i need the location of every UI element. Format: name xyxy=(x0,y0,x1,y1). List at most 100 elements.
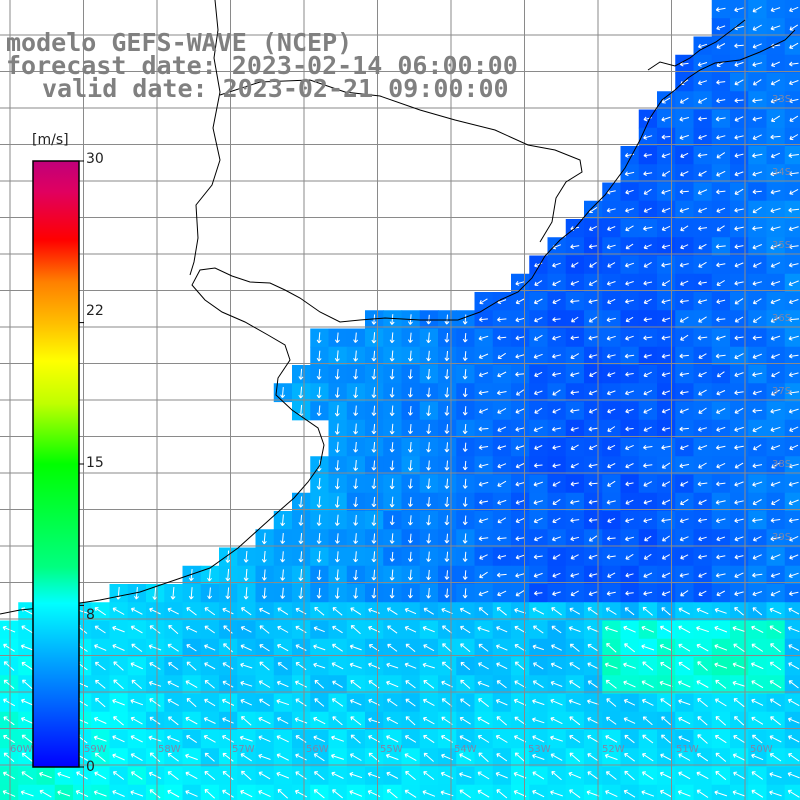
wind-arrow xyxy=(752,353,762,359)
wind-arrow xyxy=(334,551,340,563)
wind-arrow xyxy=(734,372,744,378)
wind-arrow xyxy=(386,789,398,799)
wind-arrow xyxy=(350,607,362,616)
wind-arrow xyxy=(643,518,653,523)
wind-arrow xyxy=(497,371,507,378)
wind-arrow xyxy=(679,316,689,323)
wind-arrow xyxy=(770,716,782,726)
wind-arrow xyxy=(149,607,161,615)
wind-arrow xyxy=(426,368,432,380)
wind-arrow xyxy=(607,372,616,377)
wind-arrow xyxy=(426,551,432,562)
wind-arrow xyxy=(643,444,653,450)
wind-arrow xyxy=(479,554,488,560)
wind-arrow xyxy=(149,716,161,725)
wind-cell xyxy=(365,784,384,800)
wind-arrow xyxy=(298,569,304,581)
wind-arrow xyxy=(751,789,764,798)
wind-arrow xyxy=(732,680,746,687)
wind-arrow xyxy=(643,408,653,414)
wind-arrow xyxy=(277,717,289,725)
wind-arrow xyxy=(642,753,654,762)
wind-arrow xyxy=(459,772,472,779)
wind-arrow xyxy=(770,79,781,86)
wind-arrow xyxy=(389,551,395,562)
wind-arrow xyxy=(715,771,727,781)
wind-arrow xyxy=(606,207,616,213)
lon-label: 57W xyxy=(232,744,255,755)
wind-arrow xyxy=(734,262,744,268)
wind-arrow xyxy=(462,460,468,471)
wind-arrow xyxy=(389,533,395,544)
lon-label: 51W xyxy=(676,744,699,755)
wind-arrow xyxy=(276,735,289,743)
wind-arrow xyxy=(696,753,709,762)
wind-cell xyxy=(456,784,476,800)
wind-arrow xyxy=(405,698,416,707)
wind-arrow xyxy=(752,262,762,268)
wind-cell xyxy=(219,784,238,800)
wind-arrow xyxy=(533,590,543,596)
wind-arrow xyxy=(643,500,652,505)
wind-arrow xyxy=(225,568,231,582)
wind-arrow xyxy=(515,317,525,323)
wind-arrow xyxy=(604,626,618,633)
wind-arrow xyxy=(788,735,800,743)
wind-arrow xyxy=(752,189,762,195)
wind-arrow xyxy=(515,590,525,597)
wind-arrow xyxy=(625,553,634,560)
wind-arrow xyxy=(462,551,468,562)
wind-arrow xyxy=(277,625,289,633)
wind-arrow xyxy=(643,244,652,250)
wind-arrow xyxy=(533,517,543,524)
wind-arrow xyxy=(715,499,726,505)
wind-arrow xyxy=(661,116,671,122)
wind-arrow xyxy=(568,771,582,779)
wind-arrow xyxy=(349,644,362,651)
wind-arrow xyxy=(533,662,544,670)
wind-arrow xyxy=(734,572,744,578)
wind-arrow xyxy=(460,679,471,689)
wind-arrow xyxy=(276,699,290,706)
wind-arrow xyxy=(550,790,563,797)
wind-arrow xyxy=(407,478,413,489)
wind-arrow xyxy=(789,426,799,432)
wind-arrow xyxy=(222,771,234,781)
wind-arrow xyxy=(280,533,286,544)
wind-arrow xyxy=(716,299,726,304)
wind-arrow xyxy=(752,372,763,378)
wind-arrow xyxy=(680,554,689,560)
wind-arrow xyxy=(606,554,616,560)
wind-arrow xyxy=(334,587,340,599)
wind-arrow xyxy=(625,371,634,377)
wind-arrow xyxy=(752,535,762,542)
wind-arrow xyxy=(788,572,799,578)
wind-arrow xyxy=(679,298,689,304)
wind-arrow xyxy=(334,569,340,581)
wind-arrow xyxy=(222,607,234,615)
wind-arrow xyxy=(661,517,671,523)
wind-cell xyxy=(237,784,257,800)
wind-arrow xyxy=(495,699,508,706)
wind-arrow xyxy=(679,408,689,414)
wind-arrow xyxy=(112,607,125,615)
wind-arrow xyxy=(570,298,580,304)
wind-arrow xyxy=(714,662,728,669)
wind-arrow xyxy=(478,408,489,414)
wind-arrow xyxy=(3,716,15,726)
wind-arrow xyxy=(752,481,763,487)
wind-arrow xyxy=(94,607,106,616)
wind-arrow xyxy=(734,153,744,158)
wind-arrow xyxy=(426,478,432,490)
wind-arrow xyxy=(661,353,671,359)
wind-arrow xyxy=(570,244,580,250)
wind-arrow xyxy=(371,551,377,563)
wind-arrow xyxy=(770,536,781,542)
wind-arrow xyxy=(389,350,395,362)
wind-arrow xyxy=(316,550,322,563)
wind-arrow xyxy=(661,408,671,414)
wind-arrow xyxy=(386,717,399,725)
wind-arrow xyxy=(696,771,709,780)
wind-arrow xyxy=(405,771,416,781)
wind-arrow xyxy=(168,662,179,671)
